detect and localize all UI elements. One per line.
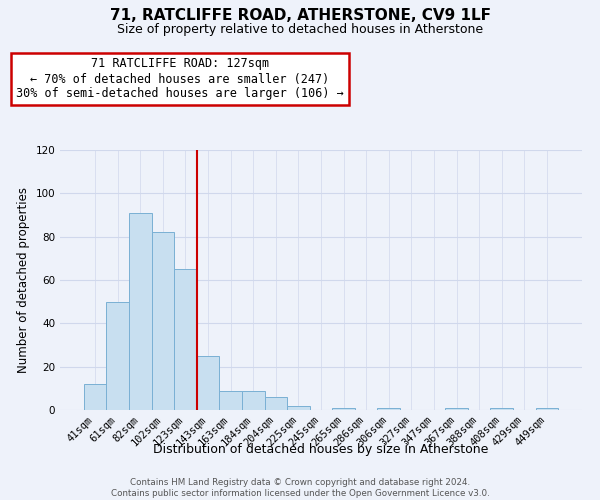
Bar xyxy=(536,408,558,410)
Bar xyxy=(265,397,287,410)
Bar xyxy=(84,384,106,410)
Bar xyxy=(129,213,152,410)
Bar xyxy=(445,408,468,410)
Bar xyxy=(152,232,174,410)
Bar xyxy=(197,356,220,410)
Bar xyxy=(106,302,129,410)
Bar xyxy=(174,269,197,410)
Text: Contains HM Land Registry data © Crown copyright and database right 2024.
Contai: Contains HM Land Registry data © Crown c… xyxy=(110,478,490,498)
Bar xyxy=(332,408,355,410)
Bar xyxy=(242,390,265,410)
Bar xyxy=(220,390,242,410)
Bar xyxy=(287,406,310,410)
Bar xyxy=(377,408,400,410)
Text: 71 RATCLIFFE ROAD: 127sqm
← 70% of detached houses are smaller (247)
30% of semi: 71 RATCLIFFE ROAD: 127sqm ← 70% of detac… xyxy=(16,58,344,100)
Y-axis label: Number of detached properties: Number of detached properties xyxy=(17,187,30,373)
Text: Size of property relative to detached houses in Atherstone: Size of property relative to detached ho… xyxy=(117,22,483,36)
Text: 71, RATCLIFFE ROAD, ATHERSTONE, CV9 1LF: 71, RATCLIFFE ROAD, ATHERSTONE, CV9 1LF xyxy=(110,8,491,22)
Bar xyxy=(490,408,513,410)
Text: Distribution of detached houses by size in Atherstone: Distribution of detached houses by size … xyxy=(154,442,488,456)
